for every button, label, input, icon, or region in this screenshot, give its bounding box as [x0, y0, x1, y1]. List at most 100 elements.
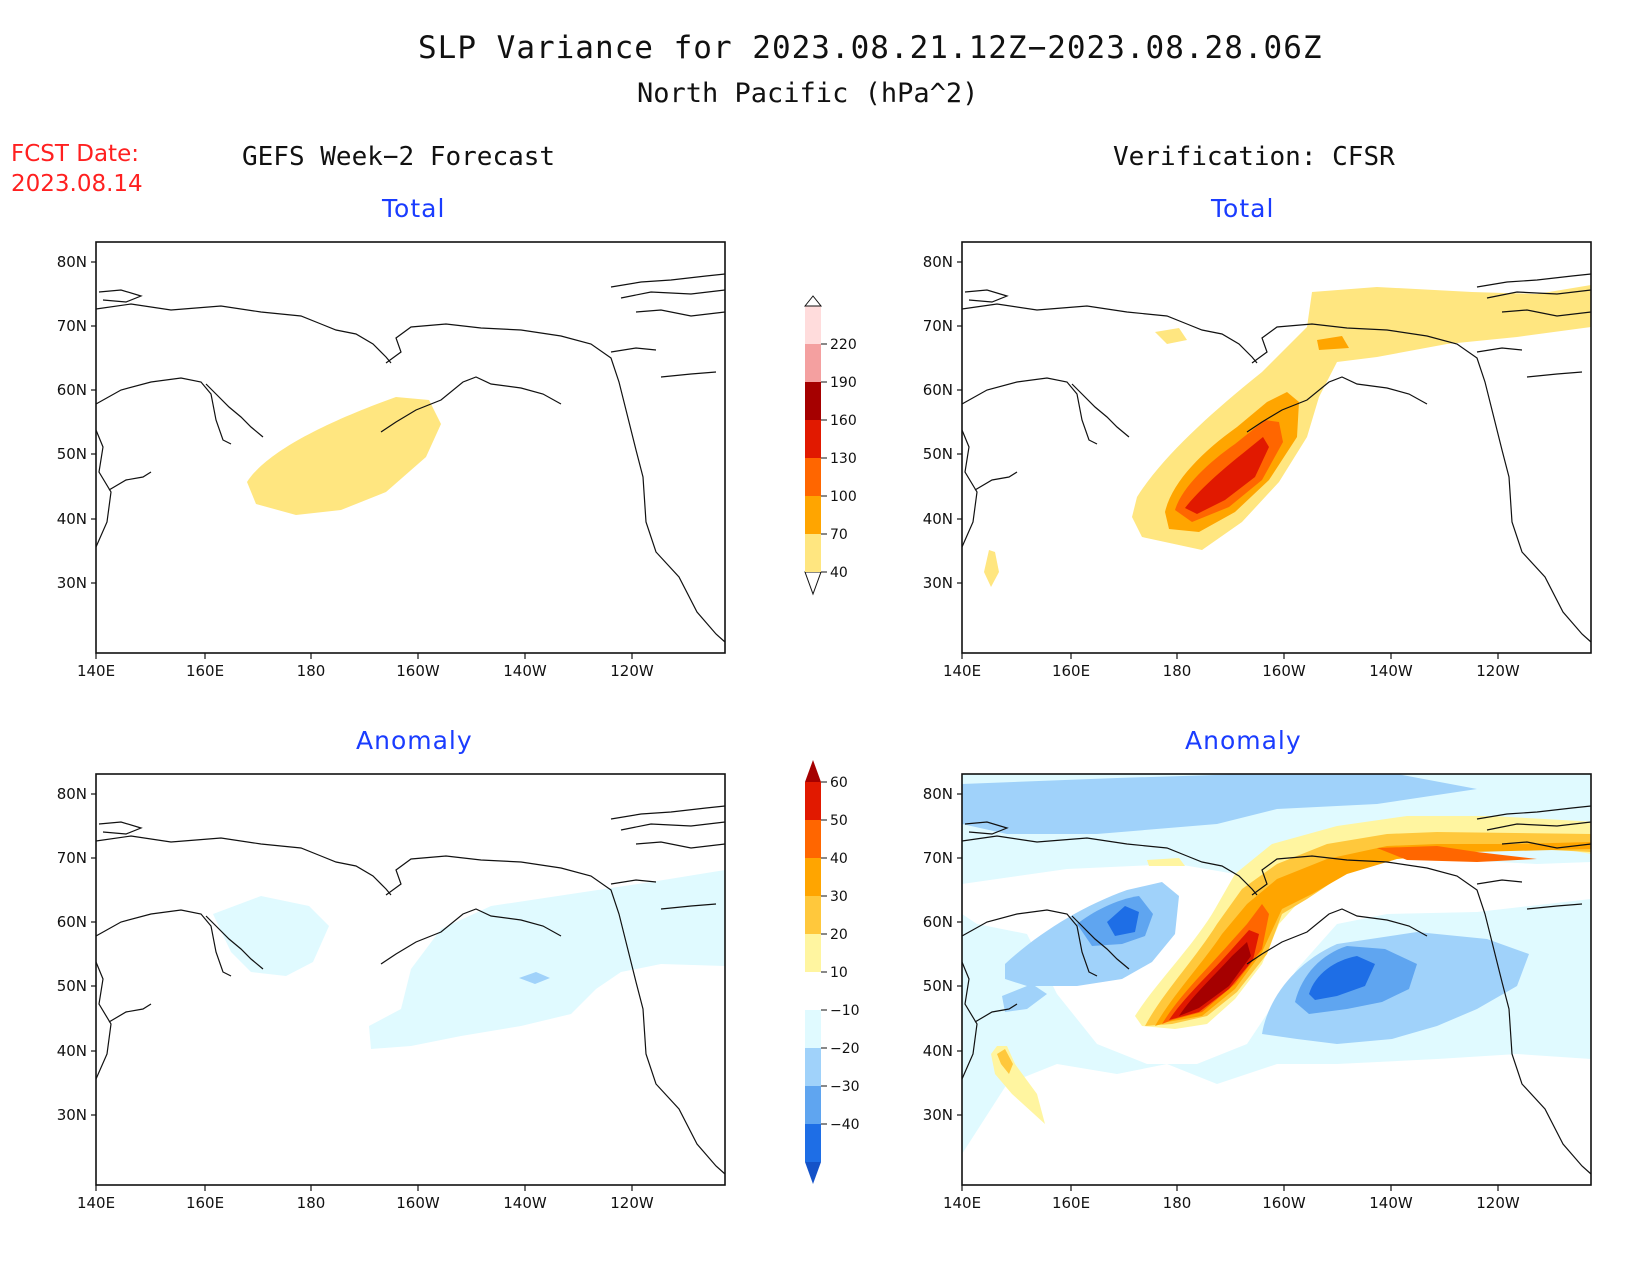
colorbar-swatch — [805, 496, 821, 534]
lon-tick-label: 120W — [610, 1194, 654, 1212]
lat-tick-label: 40N — [57, 510, 87, 528]
coastline-segment — [961, 303, 1258, 364]
coastline — [95, 805, 726, 1175]
coastline-segment — [610, 347, 657, 353]
colorbar-label: 100 — [830, 489, 857, 505]
lon-tick-label: 140W — [1369, 1194, 1413, 1212]
colorbar-label: 190 — [830, 375, 857, 391]
lat-tick-label: 60N — [923, 913, 953, 931]
colorbar-label: 60 — [830, 775, 848, 791]
coastline-segment — [95, 961, 112, 1080]
coastline-segment — [1246, 908, 1428, 965]
coastline-segment — [610, 273, 726, 288]
colorbar-label: 40 — [830, 851, 848, 867]
plot-frame — [95, 241, 726, 654]
plot-frame — [961, 241, 1592, 654]
colorbar-label: 160 — [830, 413, 857, 429]
fcst-date-label: FCST Date: — [11, 141, 139, 167]
coastline-segment — [1476, 805, 1592, 820]
coastline-segment — [385, 323, 726, 643]
anomaly-contour-minus20-north — [962, 774, 1477, 834]
colorbar-swatch — [805, 934, 821, 972]
colorbar-label: −30 — [830, 1079, 860, 1095]
map-cfsr-total: 80N 70N 60N 50N 40N 30N 140E 160E 180 160W 140W 120… — [923, 241, 1592, 680]
colorbar-label: 50 — [830, 813, 848, 829]
coastline — [961, 805, 1592, 1175]
lon-tick-label: 120W — [610, 662, 654, 680]
lat-tick-label: 80N — [923, 253, 953, 271]
lat-tick-label: 30N — [923, 574, 953, 592]
map-cfsr-anomaly: 80N 70N 60N 50N 40N 30N 140E 160E 180 160W 140W 120… — [923, 773, 1592, 1212]
lat-tick-label: 30N — [57, 1106, 87, 1124]
colorbar-label: 20 — [830, 927, 848, 943]
lat-tick-label: 80N — [57, 785, 87, 803]
colorbar-swatch — [805, 344, 821, 382]
coastline-segment — [1526, 903, 1583, 910]
coastline-segment — [380, 908, 562, 965]
panel-title-gefs-total: Total — [382, 194, 446, 223]
coastline-segment — [961, 909, 1098, 977]
coastline-segment — [95, 303, 392, 364]
coastline-segment — [1476, 273, 1592, 288]
coastline-segment — [961, 429, 978, 548]
anomaly-contour-minus10-west — [213, 896, 329, 976]
coastline-segment — [660, 371, 717, 378]
lon-tick-label: 180 — [1163, 1194, 1192, 1212]
map-gefs-anomaly: 80N 70N 60N 50N 40N 30N 140E 160E 180 160W 140W 120… — [57, 773, 726, 1212]
coastline-segment — [205, 915, 264, 970]
colorbar-swatch — [805, 1124, 821, 1162]
coastline-segment — [974, 471, 1018, 491]
coastline-segment — [610, 805, 726, 820]
lat-tick-label: 50N — [57, 445, 87, 463]
lat-tick-label: 80N — [57, 253, 87, 271]
anomaly-contour-40-north — [1377, 846, 1537, 862]
coastline-segment — [1071, 915, 1130, 970]
variance-contour-40 — [247, 397, 441, 515]
lon-tick-label: 140W — [503, 662, 547, 680]
coastline-segment — [98, 289, 143, 303]
coastline-segment — [961, 835, 1258, 896]
colorbar-label: −10 — [830, 1003, 860, 1019]
colorbar-swatch — [805, 534, 821, 572]
lat-tick-label: 70N — [923, 849, 953, 867]
coastline-segment — [660, 903, 717, 910]
coastline-segment — [1476, 879, 1523, 885]
colorbar-swatch — [805, 896, 821, 934]
colorbar-swatch — [805, 1048, 821, 1086]
anomaly-contour-minus40-west — [1107, 906, 1139, 936]
coastline-segment — [1251, 855, 1592, 1175]
anomaly-contour-20 — [1145, 832, 1591, 1026]
colorbar-label: 10 — [830, 965, 848, 981]
panel-title-cfsr-anomaly: Anomaly — [1185, 726, 1302, 755]
colorbar-swatch — [805, 420, 821, 458]
anomaly-contour-minus10-east — [369, 870, 725, 1049]
colorbar-swatch — [805, 382, 821, 420]
coastline-segment — [1251, 323, 1592, 643]
lat-tick-label: 70N — [923, 317, 953, 335]
lat-tick-label: 60N — [923, 381, 953, 399]
variance-contour-40-west — [1155, 328, 1187, 344]
lat-tick-label: 70N — [57, 849, 87, 867]
lon-tick-label: 140E — [77, 1194, 115, 1212]
colorbar-label: 40 — [830, 565, 848, 581]
colorbar-upper-arrow — [805, 760, 821, 782]
colorbar-anomaly: 60 50 40 30 20 10 −10 −20 −30 −40 — [805, 760, 860, 1184]
panel-title-gefs-anomaly: Anomaly — [356, 726, 473, 755]
main-title: SLP Variance for 2023.08.21.12Z−2023.08.… — [418, 30, 1323, 66]
colorbar-label: 70 — [830, 527, 848, 543]
colorbar-swatch — [805, 306, 821, 344]
lat-tick-label: 40N — [923, 1042, 953, 1060]
map-gefs-total: 80N 70N 60N 50N 40N 30N 140E 160E 180 160W 140W 120… — [57, 241, 726, 680]
coastline-segment — [964, 821, 1009, 835]
region-units: North Pacific (hPa^2) — [637, 78, 979, 109]
lon-tick-label: 140W — [503, 1194, 547, 1212]
anomaly-contour-40 — [1162, 904, 1269, 1024]
lat-tick-label: 30N — [923, 1106, 953, 1124]
coastline-segment — [95, 377, 232, 445]
colorbar-swatch — [805, 458, 821, 496]
coastline-segment — [964, 289, 1009, 303]
coastline-segment — [974, 1003, 1018, 1023]
colorbar-swatch — [805, 782, 821, 820]
coastline-segment — [108, 1003, 152, 1023]
lon-tick-label: 160W — [1262, 1194, 1306, 1212]
